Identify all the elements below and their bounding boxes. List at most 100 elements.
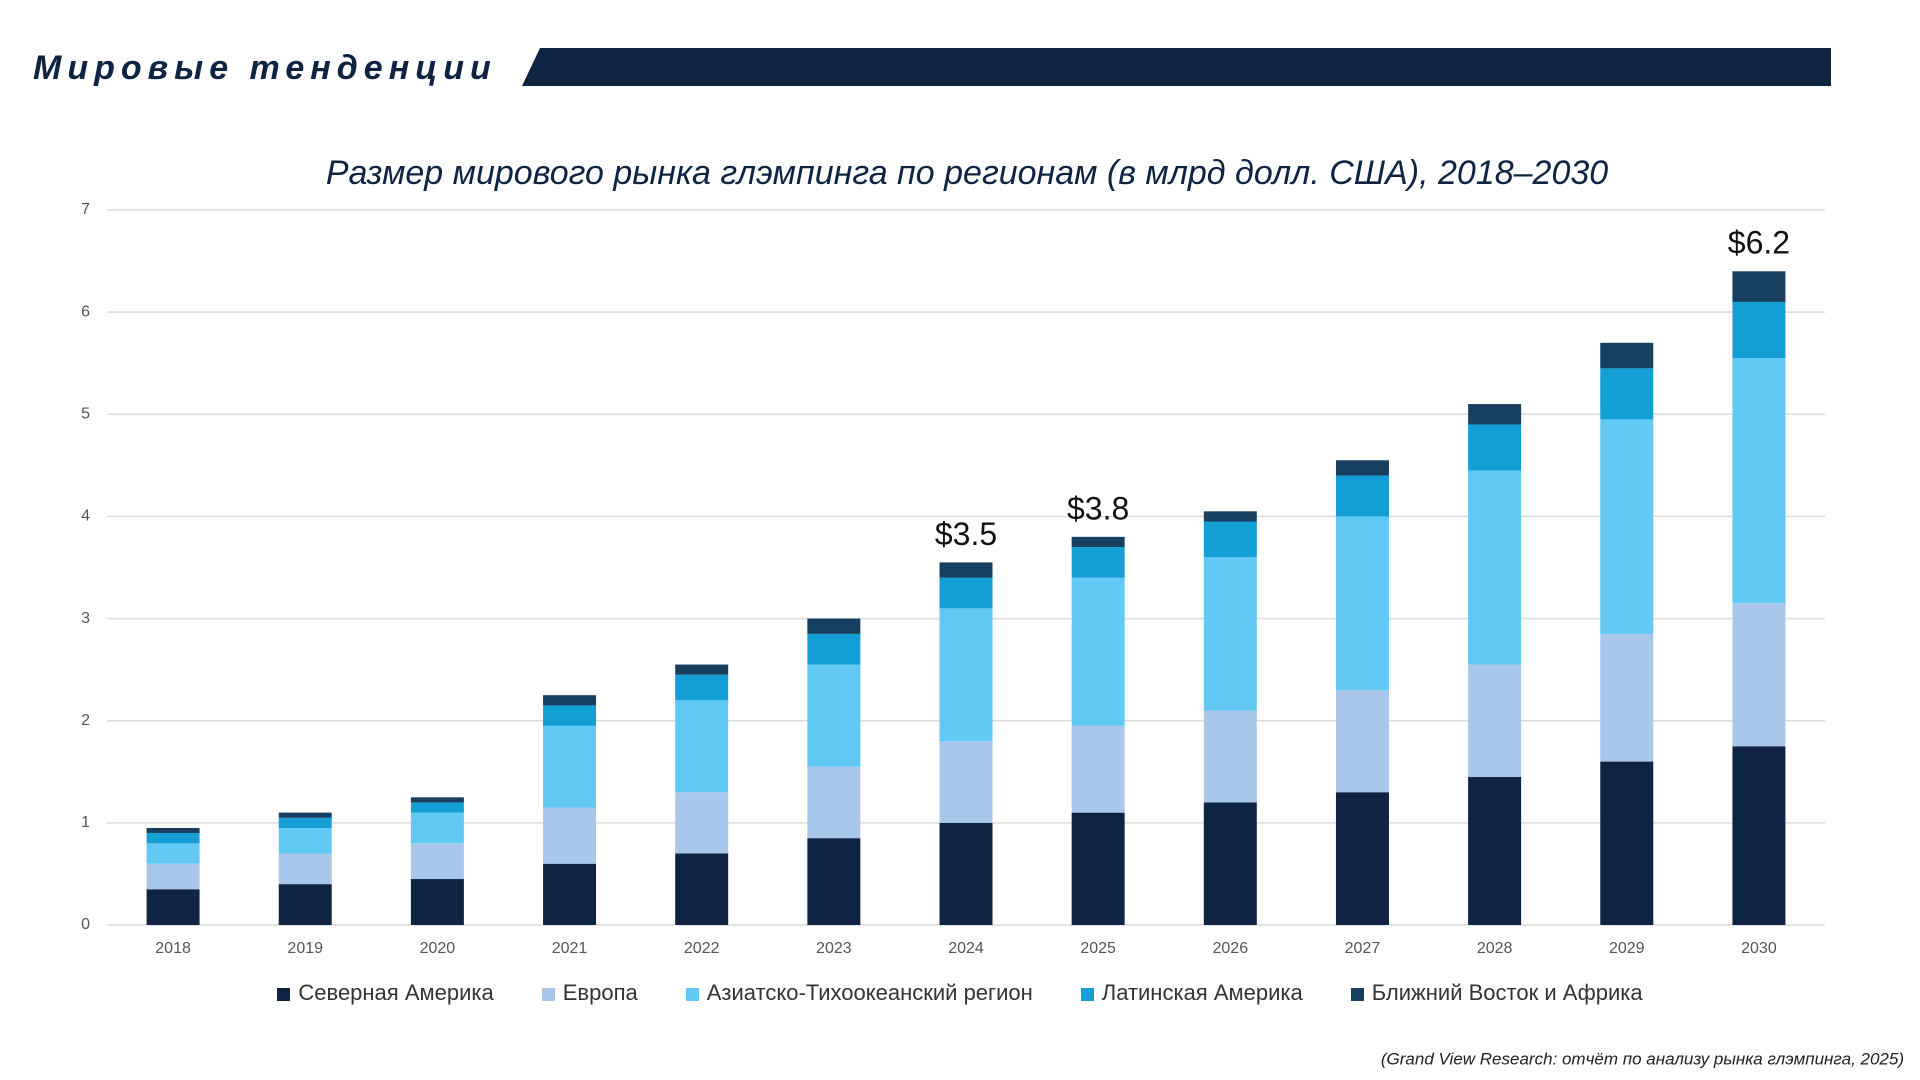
bar-segment xyxy=(1071,812,1125,925)
legend-item: Азиатско-Тихоокеанский регион xyxy=(685,980,1033,1006)
legend-item: Ближний Восток и Африка xyxy=(1350,980,1643,1006)
bar-segment xyxy=(543,705,597,726)
legend-label: Азиатско-Тихоокеанский регион xyxy=(706,980,1033,1005)
chart-title: Размер мирового рынка глэмпинга по регио… xyxy=(326,154,1608,192)
x-tick-label: 2020 xyxy=(420,940,456,957)
bar-segment xyxy=(1335,792,1389,925)
bar-segment xyxy=(278,884,332,925)
bar-segment xyxy=(543,863,597,925)
bar-segment xyxy=(278,817,332,828)
bar-segment xyxy=(939,741,993,823)
bar-segment xyxy=(146,827,200,834)
x-tick-label: 2018 xyxy=(155,940,191,957)
total-label: $3.8 xyxy=(1067,490,1129,526)
bar-segment xyxy=(1732,271,1786,302)
legend: Северная Америка Европа Азиатско-Тихоокеан… xyxy=(0,980,1920,1006)
bar-segment xyxy=(1071,577,1125,726)
bar-segment xyxy=(1600,633,1654,762)
header-title: Мировые тенденции xyxy=(33,49,497,87)
bar-segment xyxy=(278,853,332,885)
header-band xyxy=(522,48,1831,86)
total-label: $3.5 xyxy=(935,516,997,552)
x-tick-label: 2028 xyxy=(1477,940,1513,957)
x-tick-label: 2024 xyxy=(948,940,984,957)
bar-segment xyxy=(939,562,993,578)
bar-segment xyxy=(1732,746,1786,925)
bar-segment xyxy=(1335,690,1389,793)
bar-segment xyxy=(1071,725,1125,813)
bar-segment xyxy=(543,695,597,706)
x-tick-label: 2019 xyxy=(287,940,323,957)
bar-segment xyxy=(543,725,597,808)
bar-segment xyxy=(278,827,332,854)
x-tick-label: 2026 xyxy=(1213,940,1249,957)
y-tick-label: 1 xyxy=(81,814,90,831)
bar-segment xyxy=(1203,710,1257,803)
bar-segment xyxy=(1335,475,1389,517)
x-tick-label: 2027 xyxy=(1345,940,1381,957)
y-tick-label: 2 xyxy=(81,712,90,729)
bar-segment xyxy=(410,797,464,803)
bar-segment xyxy=(146,863,200,890)
legend-swatch xyxy=(277,987,291,1001)
bar-segment xyxy=(1071,547,1125,578)
bar-segment xyxy=(1203,511,1257,522)
bar-segment xyxy=(675,674,729,701)
bar-segment xyxy=(939,822,993,925)
legend-swatch xyxy=(1080,987,1094,1001)
bar-segment xyxy=(1468,664,1522,777)
legend-swatch xyxy=(1350,987,1364,1001)
bar-segment xyxy=(278,812,332,818)
bar-segment xyxy=(807,618,861,634)
bar-segment xyxy=(1203,521,1257,558)
legend-label: Латинская Америка xyxy=(1101,980,1303,1005)
bar-segment xyxy=(807,664,861,767)
bar-segment xyxy=(675,792,729,854)
x-tick-label: 2030 xyxy=(1741,940,1777,957)
bar-segment xyxy=(1335,516,1389,691)
bar-segment xyxy=(543,807,597,864)
legend-swatch xyxy=(685,987,699,1001)
bar-segment xyxy=(410,879,464,925)
bar-segment xyxy=(146,833,200,844)
bar-segment xyxy=(675,700,729,793)
bar-segment xyxy=(1203,802,1257,925)
x-tick-label: 2025 xyxy=(1080,940,1116,957)
y-tick-label: 7 xyxy=(81,201,90,218)
y-tick-label: 0 xyxy=(81,916,90,933)
bar-segment xyxy=(1732,358,1786,604)
legend-swatch xyxy=(541,987,555,1001)
bar-segment xyxy=(939,577,993,609)
source: (Grand View Research: отчёт по анализу р… xyxy=(1381,1049,1904,1068)
bar-segment xyxy=(1600,419,1654,634)
bar-segment xyxy=(1071,536,1125,548)
bar-segment xyxy=(1335,460,1389,476)
legend-label: Европа xyxy=(562,980,638,1005)
bar-segment xyxy=(1468,776,1522,925)
bar-segment xyxy=(1732,603,1786,747)
y-tick-label: 6 xyxy=(81,303,90,320)
bar-segment xyxy=(1468,424,1522,471)
legend-label: Северная Америка xyxy=(298,980,494,1005)
bar-segment xyxy=(807,633,861,665)
bar-segment xyxy=(146,843,200,864)
bar-segment xyxy=(807,838,861,925)
bar-segment xyxy=(410,802,464,813)
bar-segment xyxy=(1203,557,1257,711)
bar-segment xyxy=(410,812,464,844)
x-tick-label: 2022 xyxy=(684,940,720,957)
legend-label: Ближний Восток и Африка xyxy=(1371,980,1643,1005)
y-tick-label: 5 xyxy=(81,406,90,423)
bar-segment xyxy=(675,853,729,925)
bar-segment xyxy=(1732,301,1786,359)
bar-segment xyxy=(807,766,861,839)
bar-segment xyxy=(410,843,464,880)
y-tick-label: 3 xyxy=(81,610,90,627)
legend-item: Европа xyxy=(541,980,638,1006)
total-label: $6.2 xyxy=(1728,225,1790,261)
bar-segment xyxy=(146,889,200,925)
legend-item: Латинская Америка xyxy=(1080,980,1303,1006)
bar-segment xyxy=(1600,368,1654,420)
